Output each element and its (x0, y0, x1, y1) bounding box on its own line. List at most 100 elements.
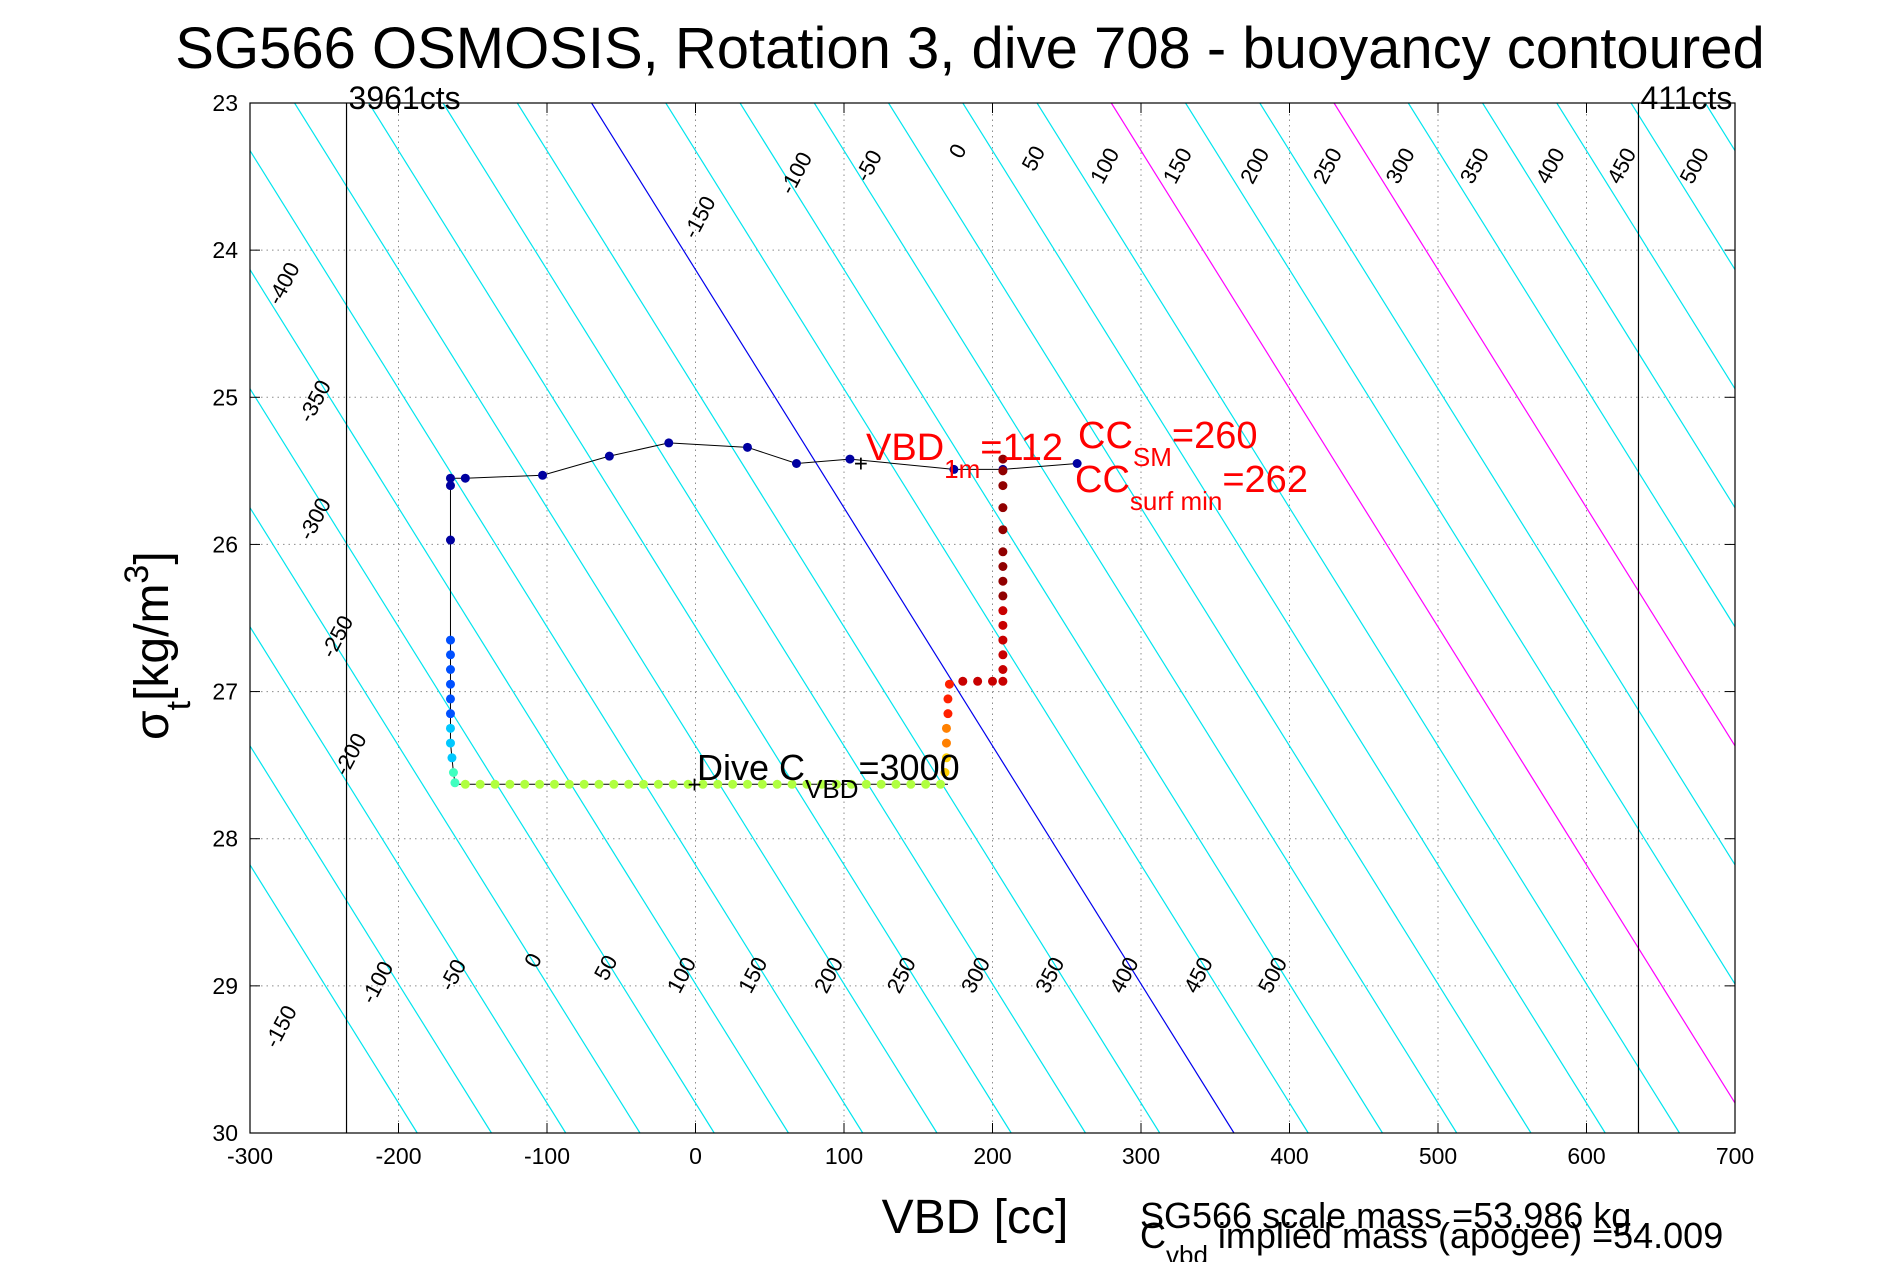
contour-line (962, 103, 1606, 1133)
data-point (445, 635, 455, 645)
contour-line (1036, 103, 1680, 1133)
contour-line (888, 103, 1532, 1133)
data-point (445, 473, 455, 483)
data-point (579, 779, 589, 789)
vbd-limit-label: 411cts (1640, 80, 1732, 116)
contour-line (813, 103, 1458, 1133)
data-point (943, 709, 953, 719)
y-tick-label: 26 (212, 531, 238, 557)
data-point (846, 779, 856, 789)
data-point (445, 709, 455, 719)
data-point (941, 753, 951, 763)
contour-line (516, 103, 1161, 1133)
data-point (998, 525, 1008, 535)
x-axis-label: VBD [cc] (882, 1191, 1069, 1244)
data-point (742, 442, 752, 452)
contour-line (250, 149, 864, 1133)
data-point (475, 779, 485, 789)
data-point (941, 723, 951, 733)
y-label-unit: [kg/m (126, 584, 179, 701)
y-tick-label: 30 (212, 1120, 238, 1146)
data-point (876, 779, 886, 789)
data-point (998, 547, 1008, 557)
data-point (958, 676, 968, 686)
data-point (998, 481, 1008, 491)
vbd-1m-annotation: VBD1m=112 (866, 427, 1063, 484)
data-point (490, 779, 500, 789)
data-point (460, 473, 470, 483)
dive-cvbd-marker: + (688, 771, 702, 798)
cc-surf-min-annotation: CCsurf min=262 (1075, 459, 1308, 516)
data-point (728, 779, 738, 789)
data-point (538, 470, 548, 480)
data-point (742, 779, 752, 789)
implied-mass-text: Cvbd implied mass (apogee) =54.009 (1140, 1215, 1723, 1262)
data-point (450, 778, 460, 788)
x-tick-label: 700 (1716, 1143, 1754, 1169)
contour-line (250, 506, 641, 1133)
data-point (906, 779, 916, 789)
contour-line (591, 103, 1235, 1133)
y-tick-label: 24 (212, 237, 238, 263)
x-tick-label: 300 (1122, 1143, 1160, 1169)
contour-line (1482, 103, 1735, 509)
data-point (445, 481, 455, 491)
x-tick-label: -100 (524, 1143, 570, 1169)
contour-line (739, 103, 1383, 1133)
contour-line (250, 744, 492, 1133)
data-point (891, 779, 901, 789)
data-point (668, 779, 678, 789)
x-axis-ticks: -300 -200 -100 0 100 200 300 400 500 600 700 (227, 103, 1754, 1169)
data-point (664, 438, 674, 448)
vbd-limit-lines: 3961cts 411cts (345, 80, 1732, 1133)
contour-line (1780, 103, 1891, 1133)
data-point (998, 676, 1008, 686)
contour-line (1407, 103, 1735, 628)
data-point (998, 503, 1008, 513)
data-point (936, 779, 946, 789)
y-label-sup: 3 (118, 565, 156, 584)
data-point (460, 779, 470, 789)
data-point (1072, 459, 1082, 468)
data-point (998, 606, 1008, 616)
data-point (564, 779, 574, 789)
data-point (445, 650, 455, 660)
contour-line (1110, 103, 1735, 1105)
data-point (505, 779, 515, 789)
data-point (861, 779, 871, 789)
contour-line (1556, 103, 1735, 390)
data-point (445, 694, 455, 704)
contour-line (442, 103, 1086, 1133)
data-point (973, 676, 983, 686)
grid-lines (250, 103, 1735, 1133)
contour-line (368, 103, 1012, 1133)
contour-line (250, 863, 418, 1133)
y-label-sigma: σ (126, 710, 179, 740)
y-tick-label: 28 (212, 826, 238, 852)
scale-mass-text: SG566 scale mass =53.986 kg (1140, 1195, 1631, 1236)
data-point (549, 779, 559, 789)
data-point (535, 779, 545, 789)
x-tick-label: -200 (375, 1143, 421, 1169)
contour-line (250, 625, 567, 1133)
y-label-sub: t (160, 700, 198, 710)
data-point (604, 451, 614, 461)
data-point (639, 779, 649, 789)
data-point (998, 620, 1008, 630)
y-label-close: ] (126, 551, 179, 564)
data-point (520, 779, 530, 789)
data-point (998, 591, 1008, 601)
y-tick-label: 23 (212, 90, 238, 116)
buoyancy-contours (250, 103, 1891, 1133)
data-point (998, 635, 1008, 645)
contour-line (250, 387, 715, 1133)
data-point (447, 753, 457, 763)
y-axis-ticks: 23 24 25 26 27 28 29 30 (212, 90, 1735, 1146)
data-point (772, 779, 782, 789)
data-point (943, 694, 953, 704)
data-point (944, 679, 954, 689)
data-point (817, 779, 827, 789)
vbd-1m-marker: + (854, 451, 868, 478)
vbd-limit-label: 3961cts (349, 80, 461, 116)
